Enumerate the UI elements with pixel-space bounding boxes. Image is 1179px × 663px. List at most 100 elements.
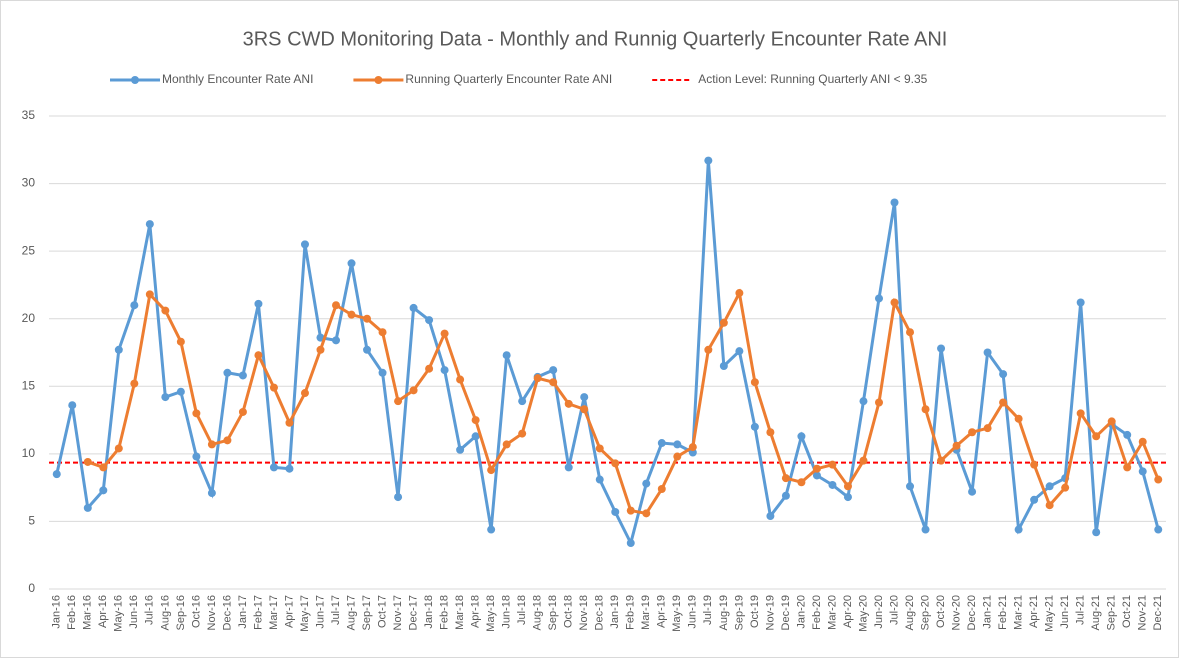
data-point (968, 428, 977, 437)
legend-marker (374, 76, 383, 84)
data-point (99, 486, 108, 495)
data-point (440, 329, 449, 338)
data-point (394, 493, 403, 502)
x-tick-label: Jun-18 (501, 595, 513, 629)
x-tick-label: Feb-17 (252, 595, 264, 630)
data-point (456, 445, 465, 454)
data-point (890, 298, 899, 307)
x-tick-label: Nov-19 (764, 595, 776, 630)
legend-label: Running Quarterly Encounter Rate ANI (405, 72, 612, 86)
legend-marker (131, 76, 139, 84)
data-point (254, 351, 263, 360)
x-tick-label: Dec-21 (1152, 595, 1164, 630)
x-tick-label: Nov-18 (578, 595, 590, 630)
data-point (611, 459, 620, 468)
data-point (549, 366, 558, 375)
x-tick-label: Mar-19 (640, 595, 652, 630)
data-point (207, 489, 216, 498)
x-tick-label: May-16 (113, 595, 125, 632)
data-point (487, 525, 496, 534)
data-point (704, 345, 713, 354)
data-point (642, 509, 651, 518)
data-point (1061, 483, 1070, 492)
data-point (52, 470, 61, 479)
data-point (937, 456, 946, 465)
x-tick-label: Mar-16 (82, 595, 94, 630)
data-point (207, 440, 216, 449)
x-tick-label: Dec-20 (966, 595, 978, 630)
x-tick-label: Mar-21 (1013, 595, 1025, 630)
data-point (719, 362, 728, 371)
data-point (611, 507, 620, 516)
x-tick-label: Feb-20 (811, 595, 823, 630)
data-point (735, 347, 744, 356)
data-point (828, 460, 837, 469)
data-point (114, 345, 123, 354)
data-point (626, 539, 635, 548)
x-tick-label: May-18 (485, 595, 497, 632)
data-point (1076, 409, 1085, 418)
data-point (673, 452, 682, 461)
y-tick-label: 10 (22, 446, 36, 460)
data-point (425, 364, 434, 373)
data-point (1138, 437, 1147, 446)
data-point (921, 525, 930, 534)
x-tick-label: Sep-19 (733, 595, 745, 630)
data-point (161, 306, 170, 315)
data-point (300, 240, 309, 249)
data-point (999, 398, 1008, 407)
data-point (1154, 525, 1163, 534)
x-tick-label: Nov-17 (392, 595, 404, 630)
data-point (394, 397, 403, 406)
data-point (114, 444, 123, 453)
x-tick-label: Oct-18 (563, 595, 575, 628)
y-tick-label: 20 (22, 311, 36, 325)
data-point (797, 432, 806, 441)
data-point (750, 422, 759, 431)
x-tick-label: Dec-17 (407, 595, 419, 630)
x-tick-label: Mar-17 (268, 595, 280, 630)
x-tick-label: Sep-20 (919, 595, 931, 630)
data-point (781, 474, 790, 483)
x-tick-label: Dec-18 (594, 595, 606, 630)
x-tick-label: Jul-21 (1075, 595, 1087, 625)
data-point (1030, 495, 1039, 504)
x-tick-label: Nov-20 (950, 595, 962, 630)
x-tick-label: Aug-21 (1090, 595, 1102, 630)
data-point (719, 318, 728, 327)
data-point (285, 418, 294, 427)
x-tick-label: Jun-17 (314, 595, 326, 629)
data-point (812, 471, 821, 480)
data-point (254, 299, 263, 308)
data-point (657, 439, 666, 448)
data-point (549, 378, 558, 387)
data-point (843, 493, 852, 502)
data-point (874, 294, 883, 303)
x-tick-label: Nov-21 (1137, 595, 1149, 630)
data-point (1107, 417, 1116, 426)
data-point (378, 368, 387, 377)
data-point (300, 389, 309, 398)
x-tick-label: Dec-19 (780, 595, 792, 630)
y-tick-label: 15 (22, 378, 36, 392)
y-tick-label: 0 (28, 581, 35, 595)
data-point (1014, 414, 1023, 423)
x-tick-label: Apr-16 (97, 595, 109, 628)
x-tick-label: Jul-16 (144, 595, 156, 625)
data-point (332, 301, 341, 310)
data-point (440, 366, 449, 375)
data-point (906, 482, 915, 491)
data-point (1076, 298, 1085, 307)
data-point (673, 440, 682, 449)
data-point (68, 401, 77, 410)
data-point (1123, 430, 1132, 439)
data-point (595, 475, 604, 484)
data-point (735, 289, 744, 298)
data-point (626, 506, 635, 515)
data-point (1045, 501, 1054, 510)
y-tick-label: 5 (28, 514, 35, 528)
data-point (347, 259, 356, 268)
data-point (176, 387, 185, 396)
x-tick-label: Jan-17 (237, 595, 249, 629)
